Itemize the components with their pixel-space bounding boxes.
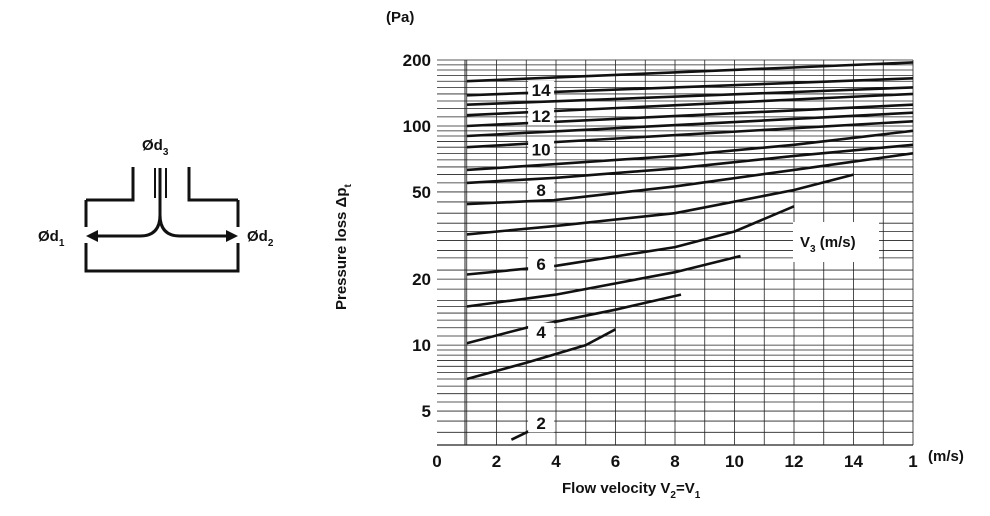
x-tick-label: 6 bbox=[611, 452, 620, 471]
curve-label-bg bbox=[528, 181, 555, 200]
curve-label-bg bbox=[528, 80, 555, 99]
y-tick-label: 5 bbox=[422, 402, 431, 421]
series-line bbox=[466, 254, 741, 308]
legend-box bbox=[793, 222, 879, 262]
curve-label: 8 bbox=[536, 181, 545, 200]
curve-label: 4 bbox=[536, 323, 546, 342]
y-tick-label: 20 bbox=[412, 270, 431, 289]
x-tick-label: 8 bbox=[670, 452, 679, 471]
series-line bbox=[466, 205, 795, 276]
x-tick-label: 0 bbox=[432, 452, 441, 471]
y-axis-label: Pressure loss Δpt bbox=[333, 183, 354, 310]
d2-label: Ød2 bbox=[247, 228, 274, 249]
series-line bbox=[466, 152, 914, 206]
y-tick-label: 10 bbox=[412, 336, 431, 355]
series-line bbox=[466, 111, 914, 138]
curve-labels: 14 12 10 8 6 4 2 bbox=[528, 80, 555, 433]
y-unit: (Pa) bbox=[386, 9, 414, 26]
x-tick-label: 1 bbox=[908, 452, 917, 471]
curve-label-bg bbox=[528, 107, 555, 126]
x-tick-label: 12 bbox=[785, 452, 804, 471]
curve-label: 12 bbox=[532, 107, 551, 126]
x-tick-label: 4 bbox=[551, 452, 561, 471]
curve-label: 2 bbox=[536, 414, 545, 433]
y-tick-label: 50 bbox=[412, 183, 431, 202]
curve-label-bg bbox=[528, 140, 555, 159]
curve-label: 14 bbox=[532, 81, 551, 100]
series-line bbox=[466, 61, 914, 83]
series-line bbox=[466, 86, 914, 106]
series-line bbox=[466, 143, 914, 185]
x-axis-label: Flow velocity V2=V1 bbox=[562, 480, 701, 501]
d3-label: Ød3 bbox=[142, 137, 169, 158]
series-line bbox=[466, 328, 617, 381]
flow-arrows bbox=[86, 168, 238, 242]
t-junction-outline bbox=[84, 167, 240, 273]
curve-label: 6 bbox=[536, 255, 545, 274]
legend-label: V3 (m/s) bbox=[800, 234, 856, 255]
y-tick-label: 200 bbox=[403, 51, 431, 70]
curve-label-bg bbox=[528, 414, 555, 433]
y-tick-label: 100 bbox=[403, 117, 431, 136]
x-tick-label: 2 bbox=[492, 452, 501, 471]
curve-label-bg bbox=[528, 254, 555, 273]
x-tick-label: 14 bbox=[844, 452, 863, 471]
d1-label: Ød1 bbox=[38, 228, 65, 249]
series-line bbox=[466, 129, 914, 172]
x-tick-label: 10 bbox=[725, 452, 744, 471]
x-unit: (m/s) bbox=[928, 448, 964, 465]
series-line bbox=[466, 173, 854, 236]
series-line bbox=[466, 293, 682, 345]
curve-label-bg bbox=[528, 322, 555, 341]
curve-label: 10 bbox=[532, 141, 551, 160]
